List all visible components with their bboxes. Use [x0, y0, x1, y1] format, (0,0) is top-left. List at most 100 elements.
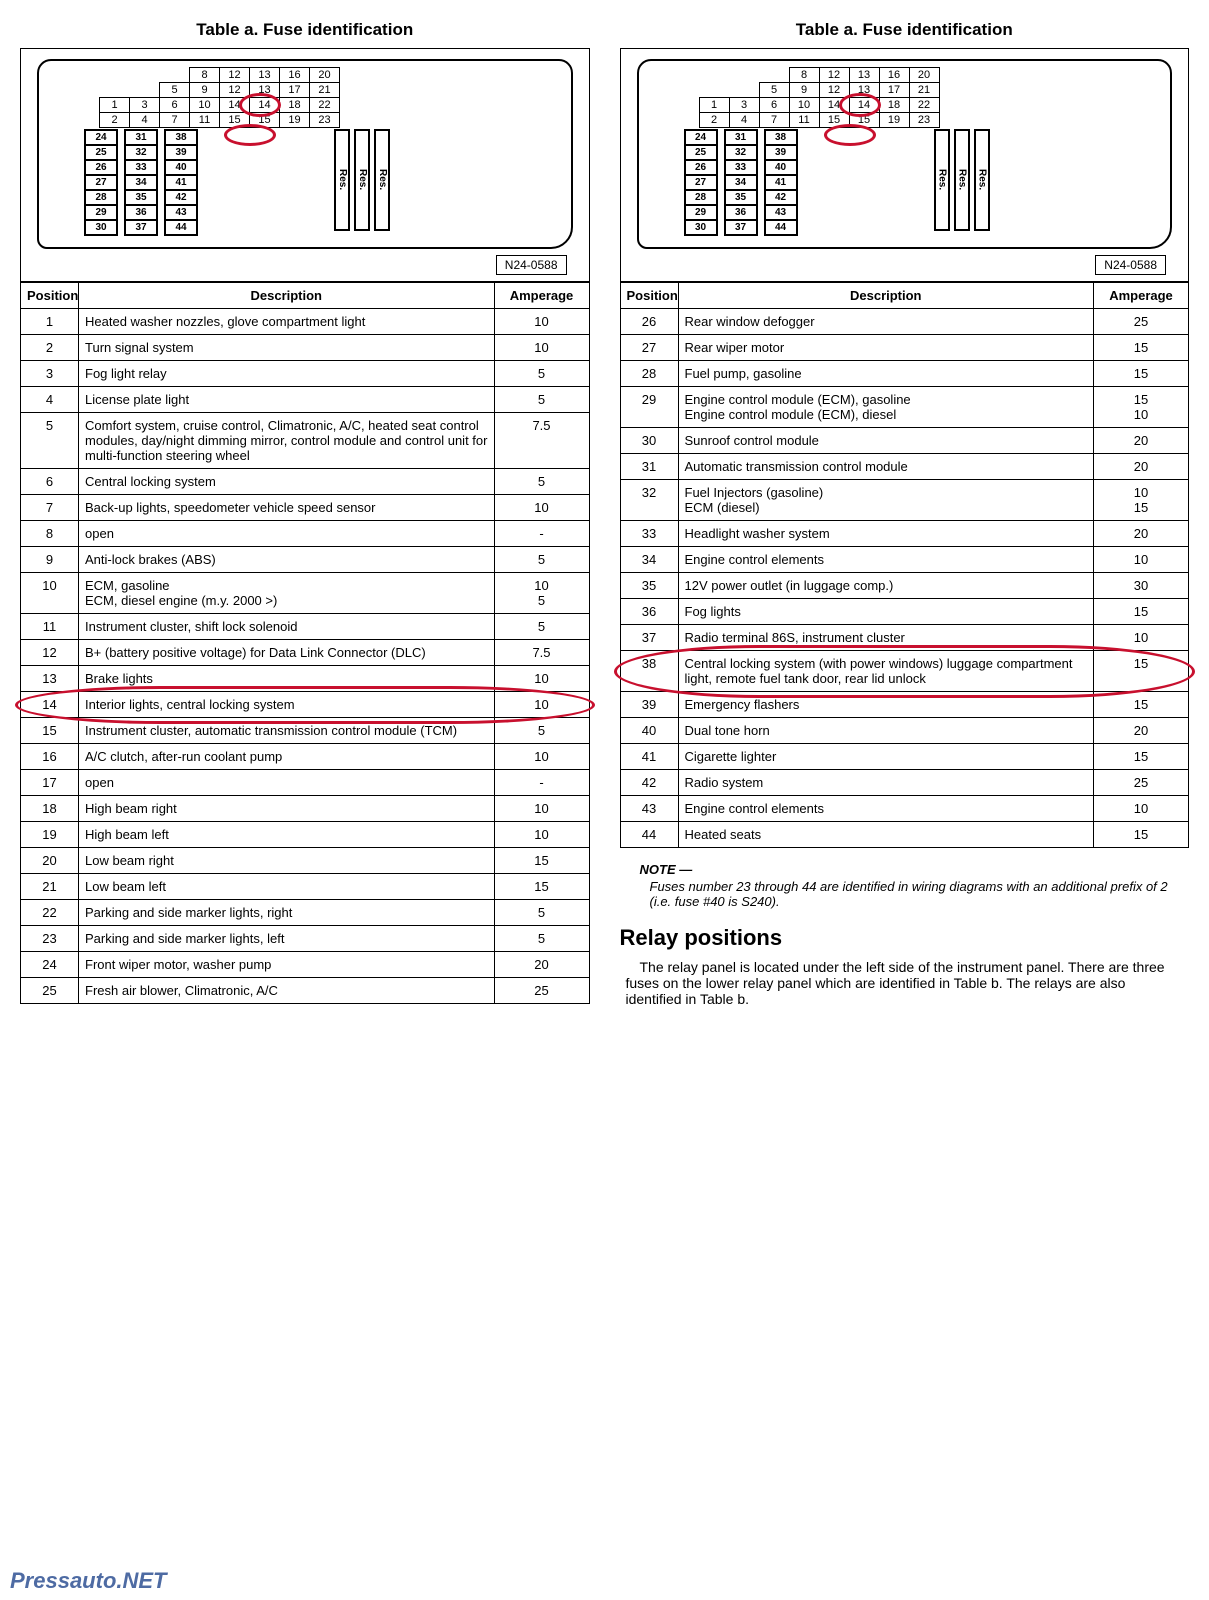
table-row: 1Heated washer nozzles, glove compartmen… — [21, 309, 590, 335]
cell-amperage: 10 — [494, 666, 589, 692]
cell-position: 41 — [620, 744, 678, 770]
fuse-slot: 28 — [85, 190, 117, 205]
fuse-slot: 36 — [125, 205, 157, 220]
cell-description: Anti-lock brakes (ABS) — [79, 547, 495, 573]
cell-position: 34 — [620, 547, 678, 573]
fuse-slot: 20 — [909, 68, 939, 83]
cell-amperage: 15 — [1094, 335, 1189, 361]
cell-amperage: 10 — [1094, 625, 1189, 651]
cell-description: Engine control module (ECM), gasoline En… — [678, 387, 1094, 428]
fuse-slot: 33 — [725, 160, 757, 175]
cell-description: Cigarette lighter — [678, 744, 1094, 770]
cell-position: 43 — [620, 796, 678, 822]
fuse-slot: 32 — [725, 145, 757, 160]
reserve-slot: Res. — [974, 129, 990, 231]
fuse-slot: 27 — [685, 175, 717, 190]
fuse-slot: 34 — [125, 175, 157, 190]
cell-amperage: 5 — [494, 926, 589, 952]
cell-description: High beam left — [79, 822, 495, 848]
table-row: 36Fog lights15 — [620, 599, 1189, 625]
cell-description: Fresh air blower, Climatronic, A/C — [79, 978, 495, 1004]
table-row: 4License plate light5 — [21, 387, 590, 413]
fuse-slot: 41 — [165, 175, 197, 190]
cell-amperage: 5 — [494, 614, 589, 640]
fuse-slot: 30 — [85, 220, 117, 235]
fuse-slot: 35 — [725, 190, 757, 205]
fuse-slot: 42 — [165, 190, 197, 205]
cell-position: 2 — [21, 335, 79, 361]
table-row: 8open- — [21, 521, 590, 547]
fuse-slot: 31 — [725, 130, 757, 145]
cell-description: Central locking system (with power windo… — [678, 651, 1094, 692]
table-row: 28Fuel pump, gasoline15 — [620, 361, 1189, 387]
table-row: 12B+ (battery positive voltage) for Data… — [21, 640, 590, 666]
cell-amperage: 20 — [494, 952, 589, 978]
table-row: 39Emergency flashers15 — [620, 692, 1189, 718]
cell-description: Instrument cluster, automatic transmissi… — [79, 718, 495, 744]
fuse-slot: 33 — [125, 160, 157, 175]
cell-position: 1 — [21, 309, 79, 335]
cell-amperage: 15 — [494, 848, 589, 874]
cell-description: High beam right — [79, 796, 495, 822]
fuse-slot: 8 — [190, 68, 220, 83]
cell-amperage: 15 — [1094, 361, 1189, 387]
cell-position: 27 — [620, 335, 678, 361]
cell-position: 17 — [21, 770, 79, 796]
right-column: Table a. Fuse identification 81213162059… — [620, 20, 1190, 1007]
cell-position: 40 — [620, 718, 678, 744]
fuse-slot: 13 — [849, 68, 879, 83]
cell-description: Radio system — [678, 770, 1094, 796]
cell-amperage: 10 — [494, 495, 589, 521]
table-row: 16A/C clutch, after-run coolant pump10 — [21, 744, 590, 770]
table-row: 15Instrument cluster, automatic transmis… — [21, 718, 590, 744]
fuse-slot: 35 — [125, 190, 157, 205]
cell-description: Comfort system, cruise control, Climatro… — [79, 413, 495, 469]
fuse-slot: 13 — [849, 83, 879, 98]
cell-description: Parking and side marker lights, right — [79, 900, 495, 926]
cell-amperage: 5 — [494, 361, 589, 387]
table-row: 20Low beam right15 — [21, 848, 590, 874]
table-row: 41Cigarette lighter15 — [620, 744, 1189, 770]
cell-amperage: 20 — [1094, 454, 1189, 480]
fuse-slot: 18 — [879, 98, 909, 113]
table-row: 7Back-up lights, speedometer vehicle spe… — [21, 495, 590, 521]
cell-amperage: 10 — [494, 309, 589, 335]
cell-description: Heated seats — [678, 822, 1094, 848]
fuse-slot: 21 — [310, 83, 340, 98]
table-row: 19High beam left10 — [21, 822, 590, 848]
table-row: 31Automatic transmission control module2… — [620, 454, 1189, 480]
fuse-slot: 13 — [250, 83, 280, 98]
fuse-table-right: Position Description Amperage 26Rear win… — [620, 282, 1190, 848]
fuse-diagram: 8121316205912131721136101414182224711151… — [629, 57, 1181, 277]
cell-description: Headlight washer system — [678, 521, 1094, 547]
fuse-slot: 37 — [125, 220, 157, 235]
fuse-slot: 26 — [85, 160, 117, 175]
fuse-slot: 13 — [250, 68, 280, 83]
cell-amperage: 15 — [1094, 744, 1189, 770]
cell-description: 12V power outlet (in luggage comp.) — [678, 573, 1094, 599]
fuse-slot: 7 — [160, 113, 190, 128]
cell-position: 28 — [620, 361, 678, 387]
fuse-slot: 29 — [685, 205, 717, 220]
table-row: 42Radio system25 — [620, 770, 1189, 796]
note-block: NOTE — Fuses number 23 through 44 are id… — [640, 862, 1180, 909]
cell-amperage: 10 — [1094, 796, 1189, 822]
page-columns: Table a. Fuse identification 81213162059… — [20, 20, 1189, 1007]
fuse-slot: 15 — [849, 113, 879, 128]
cell-position: 18 — [21, 796, 79, 822]
cell-amperage: 5 — [494, 718, 589, 744]
cell-description: Low beam left — [79, 874, 495, 900]
table-row: 43Engine control elements10 — [620, 796, 1189, 822]
cell-position: 35 — [620, 573, 678, 599]
cell-amperage: 25 — [1094, 309, 1189, 335]
fuse-slot: 9 — [190, 83, 220, 98]
fuse-slot: 37 — [725, 220, 757, 235]
table-row: 10ECM, gasoline ECM, diesel engine (m.y.… — [21, 573, 590, 614]
fuse-slot: 12 — [819, 68, 849, 83]
fuse-slot: 6 — [160, 98, 190, 113]
cell-position: 21 — [21, 874, 79, 900]
table-row: 24Front wiper motor, washer pump20 — [21, 952, 590, 978]
fuse-slot: 11 — [190, 113, 220, 128]
table-row: 21Low beam left15 — [21, 874, 590, 900]
cell-amperage: 25 — [494, 978, 589, 1004]
